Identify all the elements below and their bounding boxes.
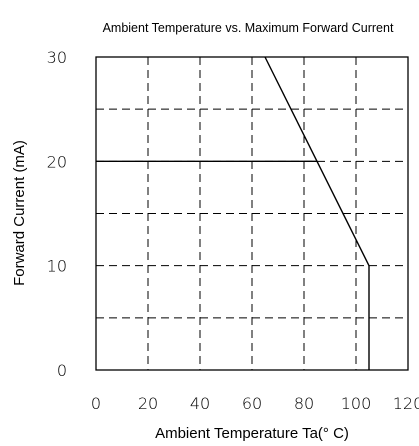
grid-lines bbox=[96, 57, 408, 370]
y-axis-label: Forward Current (mA) bbox=[11, 140, 28, 286]
y-tick-label: 20 bbox=[47, 152, 67, 171]
chart-title: Ambient Temperature vs. Maximum Forward … bbox=[103, 21, 394, 35]
y-tick-label: 30 bbox=[47, 48, 67, 67]
x-tick-label: 60 bbox=[242, 394, 262, 413]
y-axis-ticks: 0 10 20 30 bbox=[47, 48, 67, 380]
x-tick-label: 20 bbox=[138, 394, 158, 413]
series-line-1 bbox=[96, 160, 370, 370]
x-tick-label: 40 bbox=[190, 394, 210, 413]
x-tick-label: 120 bbox=[393, 394, 419, 413]
x-axis-label: Ambient Temperature Ta(° C) bbox=[155, 425, 349, 442]
x-tick-label: 0 bbox=[91, 394, 101, 413]
data-series bbox=[96, 56, 370, 370]
series-line-2 bbox=[264, 56, 318, 162]
x-tick-label: 100 bbox=[341, 394, 372, 413]
plot-frame bbox=[95, 56, 409, 371]
y-tick-label: 10 bbox=[47, 257, 67, 276]
x-axis-ticks: 0 20 40 60 80 100 120 bbox=[91, 394, 419, 413]
x-tick-label: 80 bbox=[294, 394, 314, 413]
y-tick-label: 0 bbox=[57, 361, 67, 380]
